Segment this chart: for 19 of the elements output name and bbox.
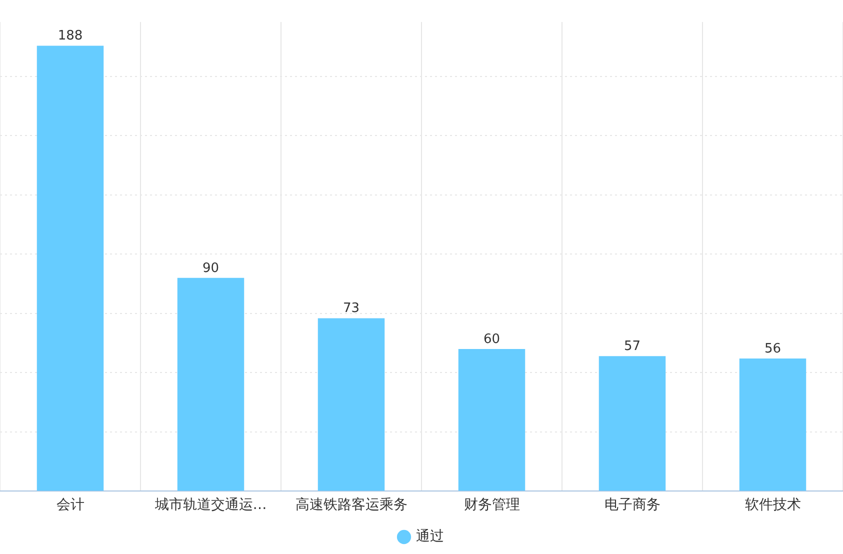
legend-label: 通过 [416, 528, 444, 545]
data-label: 56 [764, 341, 782, 356]
data-label: 73 [342, 301, 360, 316]
bar [458, 349, 526, 491]
data-label: 57 [624, 339, 641, 354]
bar [739, 358, 806, 491]
x-tick-label: 会计 [56, 497, 84, 514]
data-label: 90 [202, 260, 220, 276]
x-tick-label: 城市轨道交通运… [154, 497, 267, 514]
data-label: 188 [58, 28, 83, 44]
x-tick-label: 高速铁路客运乘务 [295, 497, 408, 514]
x-tick-label: 财务管理 [464, 497, 520, 514]
data-label: 60 [483, 332, 500, 347]
x-tick-label: 电子商务 [604, 497, 660, 514]
bar [36, 46, 104, 491]
bar [318, 318, 385, 491]
bar [177, 278, 244, 491]
x-tick-label: 软件技术 [744, 497, 801, 514]
bar [598, 356, 666, 491]
